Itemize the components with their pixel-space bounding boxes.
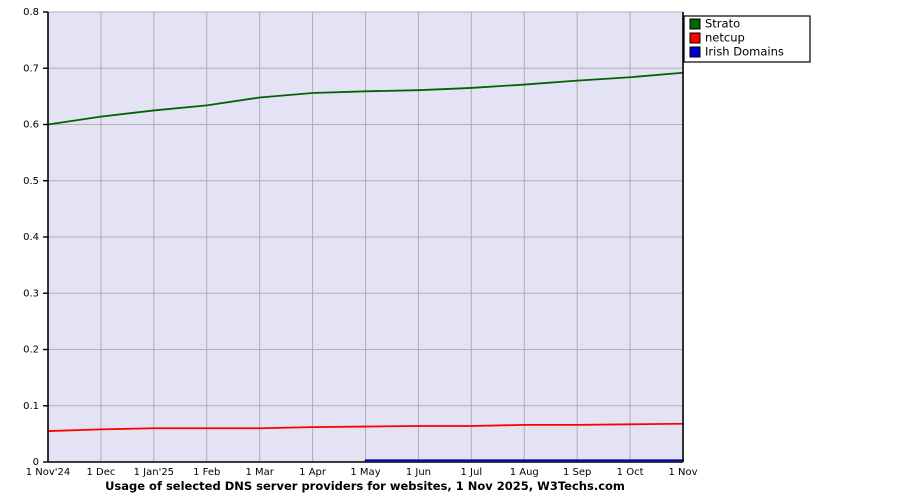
x-tick-label: 1 Jun bbox=[406, 467, 431, 478]
y-tick-label: 0.2 bbox=[23, 345, 39, 356]
y-axis-ticks: 0 0.1 0.2 0.3 0.4 0.5 0.6 0.7 0.8 bbox=[23, 7, 48, 468]
series-line-netcup bbox=[47, 422, 684, 432]
x-tick-label: 1 Aug bbox=[510, 467, 539, 478]
x-tick-label: 1 May bbox=[350, 467, 380, 478]
x-tick-label: 1 Oct bbox=[617, 467, 644, 478]
y-tick-label: 0.1 bbox=[23, 401, 39, 412]
y-tick-label: 0.5 bbox=[23, 176, 39, 187]
legend-swatch bbox=[689, 46, 701, 58]
x-tick-label: 1 Jan'25 bbox=[134, 467, 174, 478]
y-tick-label: 0.8 bbox=[23, 7, 39, 18]
y-tick-label: 0.7 bbox=[23, 63, 39, 74]
x-tick-label: 1 Sep bbox=[563, 467, 591, 478]
x-tick-label: 1 Feb bbox=[193, 467, 220, 478]
x-axis-ticks: 1 Nov'24 1 Dec 1 Jan'25 1 Feb 1 Mar 1 Apr 1 Ma… bbox=[26, 467, 698, 478]
x-tick-label: 1 Nov'24 bbox=[26, 467, 71, 478]
legend-swatch bbox=[689, 18, 701, 30]
y-tick-label: 0 bbox=[33, 457, 39, 468]
y-tick-label: 0.3 bbox=[23, 288, 39, 299]
legend-label: Strato bbox=[705, 17, 740, 31]
x-tick-label: 1 Apr bbox=[299, 467, 327, 478]
legend-box bbox=[683, 15, 811, 63]
x-tick-label: 1 Dec bbox=[86, 467, 115, 478]
x-tick-label: 1 Jul bbox=[461, 467, 483, 478]
chart-title: Usage of selected DNS server providers f… bbox=[105, 479, 625, 493]
x-tick-label: 1 Nov bbox=[668, 467, 697, 478]
legend-label: Irish Domains bbox=[705, 45, 784, 59]
x-gridlines bbox=[100, 12, 684, 462]
y-tick-label: 0.6 bbox=[23, 120, 39, 131]
legend-label: netcup bbox=[705, 31, 745, 45]
y-tick-label: 0.4 bbox=[23, 232, 39, 243]
legend-swatch bbox=[689, 32, 701, 44]
x-tick-label: 1 Mar bbox=[245, 467, 274, 478]
series-lines bbox=[47, 71, 684, 462]
series-line-strato bbox=[47, 71, 684, 126]
